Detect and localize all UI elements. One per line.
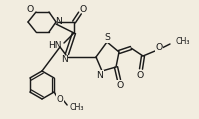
Text: O: O <box>57 94 63 104</box>
Text: O: O <box>116 80 124 89</box>
Text: O: O <box>26 5 34 13</box>
Text: N: N <box>62 55 68 64</box>
Text: S: S <box>104 34 110 42</box>
Text: O: O <box>136 70 144 79</box>
Text: O: O <box>155 44 163 52</box>
Text: HN: HN <box>48 42 62 50</box>
Text: CH₃: CH₃ <box>69 102 84 112</box>
Text: N: N <box>97 70 103 79</box>
Text: O: O <box>79 5 87 15</box>
Text: CH₃: CH₃ <box>176 37 190 47</box>
Text: N: N <box>56 17 62 27</box>
